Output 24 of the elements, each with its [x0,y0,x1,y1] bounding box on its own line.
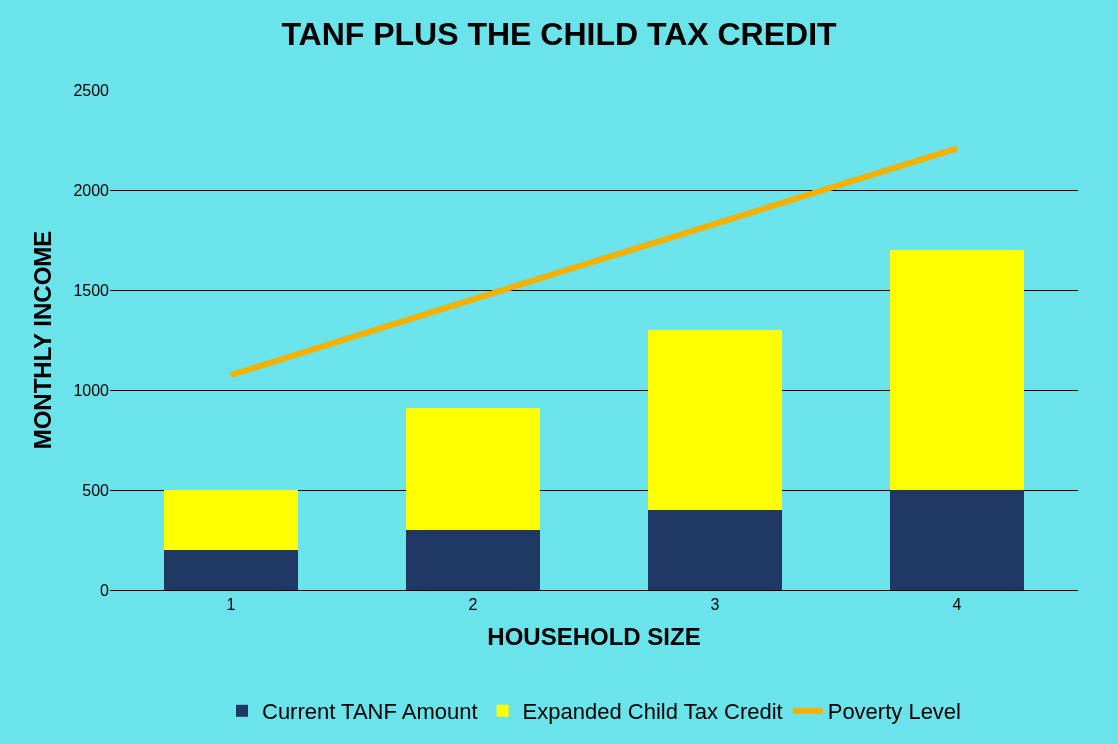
chart-title: TANF PLUS THE CHILD TAX CREDIT [281,15,838,52]
bar [164,490,298,550]
x-tick-label: 1 [226,596,236,614]
y-axis-title: MONTHLY INCOME [28,230,56,450]
legend-label: Poverty Level [827,699,961,725]
y-tick-label: 2500 [73,81,110,99]
x-tick-label: 2 [468,596,478,614]
bar [406,530,540,590]
x-axis-title: HOUSEHOLD SIZE [487,622,701,650]
y-tick-label: 1000 [73,381,110,399]
legend-label: Current TANF Amount [262,699,478,725]
x-tick-label: 3 [710,596,720,614]
bar [648,510,782,590]
x-tick-label: 4 [952,596,962,614]
legend-label: Expanded Child Tax Credit [522,699,783,725]
y-tick-label: 0 [100,581,110,599]
bar [890,490,1024,590]
bar [164,550,298,590]
bar [648,330,782,510]
bar [406,408,540,530]
y-tick-label: 500 [82,481,110,499]
y-tick-label: 2000 [73,181,110,199]
bar [890,250,1024,490]
y-tick-label: 1500 [73,281,110,299]
